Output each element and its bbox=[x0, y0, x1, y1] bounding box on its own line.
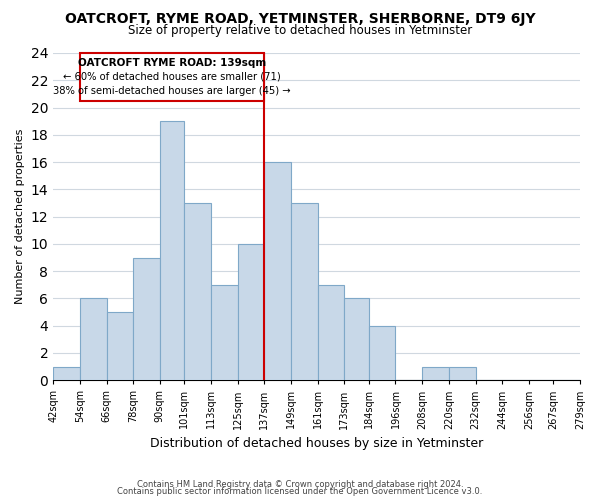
X-axis label: Distribution of detached houses by size in Yetminster: Distribution of detached houses by size … bbox=[150, 437, 483, 450]
Bar bbox=[265, 162, 291, 380]
Text: Contains public sector information licensed under the Open Government Licence v3: Contains public sector information licen… bbox=[118, 488, 482, 496]
Bar bbox=[422, 366, 449, 380]
Text: OATCROFT, RYME ROAD, YETMINSTER, SHERBORNE, DT9 6JY: OATCROFT, RYME ROAD, YETMINSTER, SHERBOR… bbox=[65, 12, 535, 26]
Bar bbox=[317, 285, 344, 380]
Bar bbox=[291, 203, 317, 380]
FancyBboxPatch shape bbox=[80, 53, 265, 100]
Text: Size of property relative to detached houses in Yetminster: Size of property relative to detached ho… bbox=[128, 24, 472, 37]
Bar bbox=[369, 326, 395, 380]
Bar bbox=[53, 366, 80, 380]
Bar bbox=[211, 285, 238, 380]
Y-axis label: Number of detached properties: Number of detached properties bbox=[15, 129, 25, 304]
Text: 38% of semi-detached houses are larger (45) →: 38% of semi-detached houses are larger (… bbox=[53, 86, 291, 96]
Bar bbox=[107, 312, 133, 380]
Bar bbox=[160, 121, 184, 380]
Bar bbox=[449, 366, 476, 380]
Bar bbox=[133, 258, 160, 380]
Text: ← 60% of detached houses are smaller (71): ← 60% of detached houses are smaller (71… bbox=[63, 72, 281, 82]
Bar bbox=[184, 203, 211, 380]
Bar bbox=[238, 244, 265, 380]
Text: Contains HM Land Registry data © Crown copyright and database right 2024.: Contains HM Land Registry data © Crown c… bbox=[137, 480, 463, 489]
Bar bbox=[344, 298, 369, 380]
Bar bbox=[80, 298, 107, 380]
Text: OATCROFT RYME ROAD: 139sqm: OATCROFT RYME ROAD: 139sqm bbox=[78, 58, 266, 68]
